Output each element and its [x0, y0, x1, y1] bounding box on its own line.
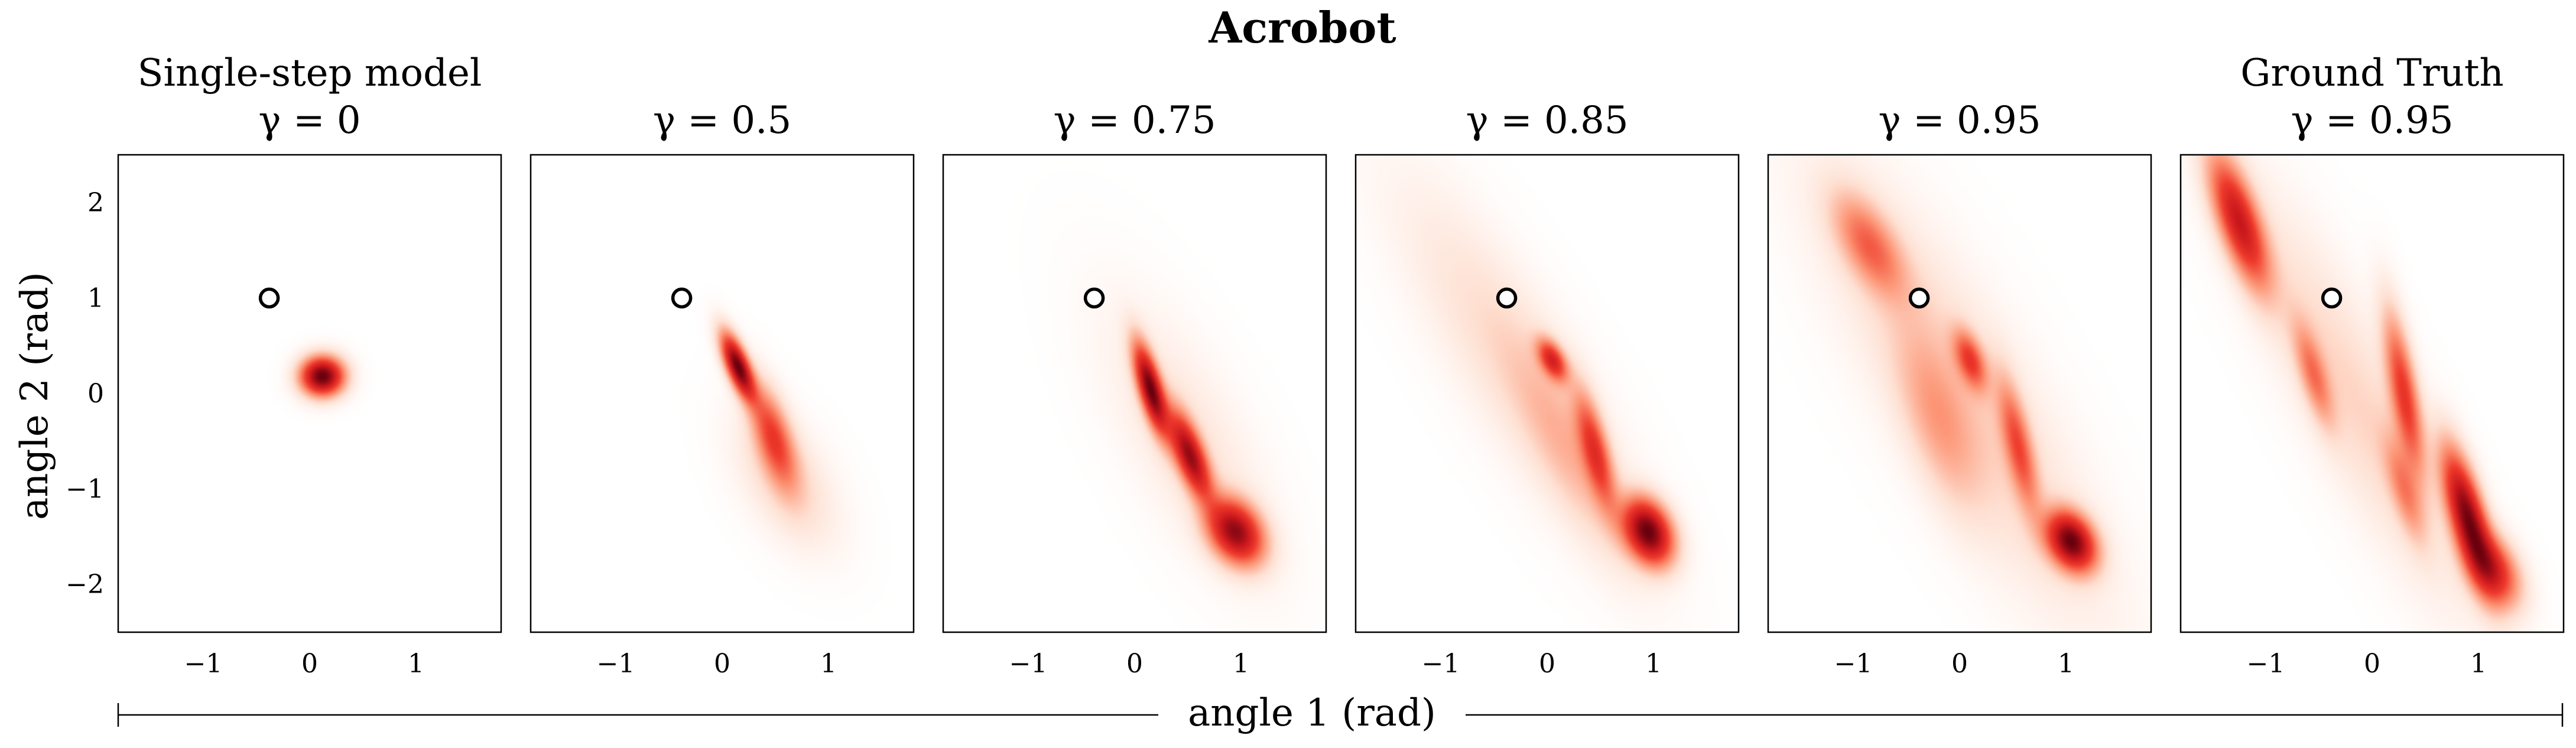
x-axis-label: angle 1 (rad) [1188, 691, 1436, 735]
x-tick-label: 0 [301, 649, 318, 679]
panel-gamma: γ = 0.85 [1466, 99, 1628, 142]
plot-frame [942, 154, 1327, 633]
x-tick-label: −1 [1422, 649, 1460, 679]
density-heatmap [1356, 155, 1739, 632]
density-heatmap [2181, 155, 2564, 632]
x-tick-label: −1 [597, 649, 635, 679]
density-heatmap [531, 155, 914, 632]
y-tick-label: 2 [87, 188, 104, 218]
panel-5: γ = 0.95 −1 0 1 [1767, 99, 2152, 679]
y-axis-label: angle 2 (rad) [13, 272, 57, 520]
start-state-marker [1496, 287, 1518, 309]
start-state-marker [1908, 287, 1930, 309]
x-tick-label: 0 [1539, 649, 1555, 679]
x-tick-label: 1 [1233, 649, 1249, 679]
density-heatmap [1768, 155, 2151, 632]
panel-2: γ = 0.5 −1 0 1 [530, 99, 915, 679]
x-tick-label: 0 [1126, 649, 1143, 679]
start-state-marker [1083, 287, 1105, 309]
panel-gamma: γ = 0.95 [2291, 99, 2453, 142]
panel-gamma: γ = 0.95 [1878, 99, 2041, 142]
y-tick-label: 1 [87, 283, 104, 313]
x-tick-label: 1 [820, 649, 837, 679]
y-tick-label: −1 [66, 474, 104, 505]
x-tick-label: 0 [714, 649, 730, 679]
x-tick-label: 1 [2470, 649, 2487, 679]
panel-title: Ground Truth [2240, 51, 2503, 95]
plot-frame [2179, 154, 2565, 633]
panel-3: γ = 0.75 −1 0 1 [942, 99, 1327, 679]
start-state-marker [671, 287, 693, 309]
x-tick-label: 1 [408, 649, 424, 679]
x-tick-label: −1 [2247, 649, 2285, 679]
x-tick-label: 0 [2364, 649, 2380, 679]
x-tick-label: −1 [184, 649, 223, 679]
plot-frame [1354, 154, 1740, 633]
x-axis-bracket: angle 1 (rad) [117, 691, 2564, 735]
x-tick-label: 0 [1951, 649, 1968, 679]
panel-gamma: γ = 0.5 [653, 99, 791, 142]
y-tick-label: −2 [66, 570, 104, 600]
panel-4: γ = 0.85 −1 0 1 [1354, 99, 1740, 679]
plot-frame [1767, 154, 2152, 633]
x-tick-label: 1 [1645, 649, 1662, 679]
plot-frame [117, 154, 502, 633]
density-heatmap [943, 155, 1326, 632]
panel-title: Single-step model [138, 51, 482, 95]
panel-gamma: γ = 0.75 [1053, 99, 1216, 142]
y-tick-label: 0 [87, 379, 104, 409]
x-tick-label: −1 [1834, 649, 1873, 679]
figure-title: Acrobot [1208, 2, 1396, 53]
plot-frame [530, 154, 915, 633]
x-tick-label: 1 [2058, 649, 2074, 679]
panel-gamma: γ = 0 [258, 99, 360, 142]
start-state-marker [258, 287, 280, 309]
start-state-marker [2321, 287, 2343, 309]
density-heatmap [118, 155, 501, 632]
x-tick-label: −1 [1009, 649, 1048, 679]
